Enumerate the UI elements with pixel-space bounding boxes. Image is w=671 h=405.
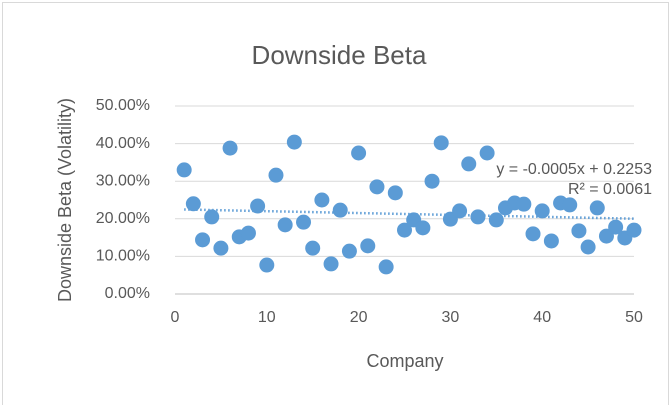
point (589, 200, 605, 216)
point (516, 196, 532, 212)
y-axis-label: Downside Beta (Volatility) (55, 98, 75, 302)
point (351, 145, 367, 161)
point (259, 257, 275, 273)
y-tick-label: 0.00% (105, 285, 150, 302)
point (534, 203, 550, 219)
point (250, 198, 266, 214)
y-tick-label: 30.00% (96, 172, 150, 189)
point (240, 225, 256, 241)
point (626, 222, 642, 238)
point (277, 217, 293, 233)
point (452, 203, 468, 219)
point (433, 135, 449, 151)
x-tick-label: 0 (171, 309, 180, 326)
point (571, 223, 587, 239)
point (286, 134, 302, 150)
point (543, 233, 559, 249)
point (195, 232, 211, 248)
y-tick-label: 50.00% (96, 97, 150, 114)
point (470, 209, 486, 225)
point (222, 140, 238, 156)
y-tick-label: 40.00% (96, 135, 150, 152)
trendline-r2: R² = 0.0061 (568, 181, 652, 198)
x-axis-label: Company (366, 351, 443, 371)
point (525, 226, 541, 242)
point (185, 196, 201, 212)
x-tick-label: 50 (625, 309, 643, 326)
point (296, 214, 312, 230)
point (314, 192, 330, 208)
point (580, 239, 596, 255)
y-tick-label: 10.00% (96, 248, 150, 265)
chart-title: Downside Beta (252, 40, 427, 70)
point (461, 156, 477, 172)
point (369, 179, 385, 195)
point (397, 222, 412, 238)
point (424, 173, 440, 189)
point (378, 259, 394, 275)
point (341, 243, 357, 259)
point (387, 185, 403, 201)
x-tick-label: 20 (350, 309, 368, 326)
x-tick-label: 10 (258, 309, 276, 326)
point (608, 219, 624, 235)
point (268, 167, 284, 183)
point (360, 238, 376, 254)
x-tick-label: 30 (442, 309, 460, 326)
y-tick-label: 20.00% (96, 210, 150, 227)
x-tick-label: 40 (533, 309, 551, 326)
trendline-equation: y = -0.0005x + 0.2253 (496, 161, 652, 178)
point (598, 228, 614, 244)
point (305, 240, 321, 256)
point (213, 240, 229, 256)
point (479, 145, 495, 161)
point (176, 162, 192, 178)
point (488, 212, 504, 228)
point (323, 256, 339, 272)
point (204, 209, 220, 225)
point (332, 202, 348, 218)
point (562, 197, 578, 213)
point (415, 220, 431, 236)
